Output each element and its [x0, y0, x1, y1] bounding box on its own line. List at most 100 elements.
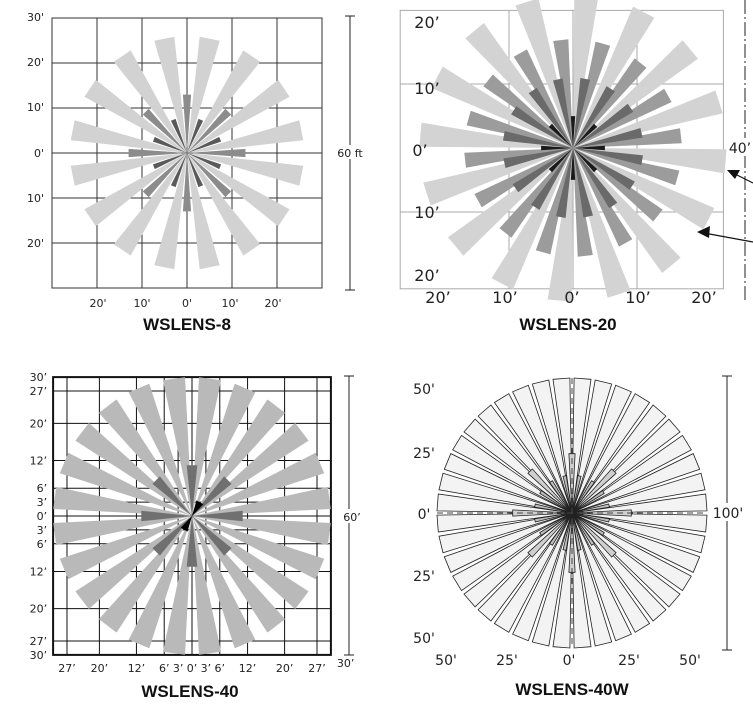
y-tick: 6’: [37, 538, 48, 551]
detection-zone: [187, 136, 222, 153]
detection-zone: [573, 41, 611, 148]
x-tick: 10': [221, 297, 238, 310]
detection-zone: [571, 512, 582, 551]
detection-zone: [84, 79, 187, 153]
coverage-pattern: [53, 377, 331, 655]
detection-zone: [527, 512, 573, 558]
panel-title: WSLENS-40: [141, 682, 238, 701]
detection-zone: [192, 452, 325, 516]
detection-zone: [180, 516, 192, 532]
y-tick: 20': [27, 237, 44, 250]
callout-arrow: [697, 170, 753, 243]
detection-zone: [59, 516, 192, 580]
detection-zone: [571, 512, 701, 573]
detection-zone: [573, 0, 598, 148]
detection-zone: [515, 0, 573, 148]
detection-zone: [539, 490, 573, 514]
detection-zone: [571, 404, 667, 514]
detection-zone: [187, 148, 246, 158]
x-tick: 20': [264, 297, 281, 310]
y-tick: 20’: [414, 266, 439, 285]
panel-wslens-8: 30' 20' 10' 0' 10' 20' 20' 10' 0' 10' 20…: [27, 11, 366, 334]
detection-zone: [187, 118, 204, 153]
detection-zone: [573, 148, 631, 298]
x-tick: 3’: [201, 662, 212, 675]
detection-zone: [187, 153, 304, 186]
detection-zone: [192, 516, 286, 633]
x-tick: 20': [89, 297, 106, 310]
detection-zone: [152, 153, 187, 170]
x-tick: 20’: [425, 288, 450, 307]
detection-zone: [573, 148, 633, 247]
x-tick: 27’: [58, 662, 76, 675]
panel-wslens-40w: 50' 25' 0' 25' 50' 50' 25' 0' 25' 50' 10…: [413, 375, 748, 699]
detection-zone: [531, 148, 573, 210]
detection-zone: [152, 136, 187, 153]
y-tick: 50': [413, 382, 435, 398]
detection-zone: [573, 123, 598, 148]
detection-zone: [548, 148, 573, 173]
y-tick: 50': [413, 631, 435, 647]
detection-zone: [571, 512, 605, 536]
detection-zone: [573, 148, 680, 186]
x-tick: 12’: [239, 662, 257, 675]
detection-zone: [187, 79, 290, 153]
x-tick: 20’: [276, 662, 294, 675]
detection-zone: [53, 486, 192, 516]
detection-zone: [528, 87, 573, 148]
detection-zone: [192, 486, 331, 516]
x-tick: 50': [435, 653, 457, 669]
detection-zone: [192, 383, 256, 516]
detection-zone: [531, 379, 573, 514]
detection-zone: [192, 516, 222, 655]
y-tick: 20’: [30, 603, 48, 616]
detection-zone: [571, 512, 613, 647]
detection-zone: [571, 512, 667, 622]
detection-zone: [573, 148, 598, 173]
detection-zone: [573, 148, 593, 218]
detection-zone: [571, 512, 681, 608]
detection-zone: [152, 516, 192, 556]
detection-zone: [556, 148, 573, 218]
detection-zone: [573, 78, 590, 148]
x-tick: 25': [618, 653, 640, 669]
detection-zone: [573, 103, 634, 148]
panel-wslens-20: 20’ 10’ 0’ 10’ 20’ 20’ 10’ 0’ 10’ 20’ 40…: [399, 0, 753, 334]
coverage-pattern: [419, 0, 727, 302]
x-tick: 12’: [128, 662, 146, 675]
detection-zone: [571, 512, 595, 546]
detection-zone: [571, 512, 617, 558]
x-tick: 50': [679, 653, 701, 669]
detection-zone: [75, 422, 192, 516]
detection-zone: [192, 516, 325, 580]
detection-zone: [75, 516, 192, 610]
detection-zone: [84, 153, 187, 227]
y-tick: 0’: [412, 141, 427, 160]
detection-zone: [192, 516, 331, 546]
y-tick: 0': [418, 507, 431, 523]
y-tick: 20': [27, 56, 44, 69]
detection-zone: [182, 94, 192, 153]
detection-zone: [499, 148, 573, 238]
y-tick: 10’: [414, 79, 439, 98]
detection-zone: [463, 418, 573, 514]
detection-zone: [548, 123, 573, 148]
detection-zone: [162, 377, 192, 516]
detection-zone: [142, 153, 187, 198]
detection-zone: [573, 90, 723, 148]
y-tick: 0': [34, 147, 44, 160]
detection-zone: [70, 153, 187, 186]
detection-zone: [535, 148, 573, 255]
detection-zone: [192, 516, 309, 610]
dimension-label: 100': [713, 506, 744, 522]
detection-zone: [573, 148, 635, 190]
detection-zone: [187, 153, 222, 170]
detection-zone: [438, 512, 573, 554]
y-tick: 30’: [30, 649, 48, 662]
x-tick: 10’: [625, 288, 650, 307]
x-tick: 0’: [564, 288, 579, 307]
detection-zone: [192, 422, 309, 516]
detection-zone: [154, 153, 187, 270]
x-tick: 20’: [691, 288, 716, 307]
detection-zone: [128, 148, 187, 158]
